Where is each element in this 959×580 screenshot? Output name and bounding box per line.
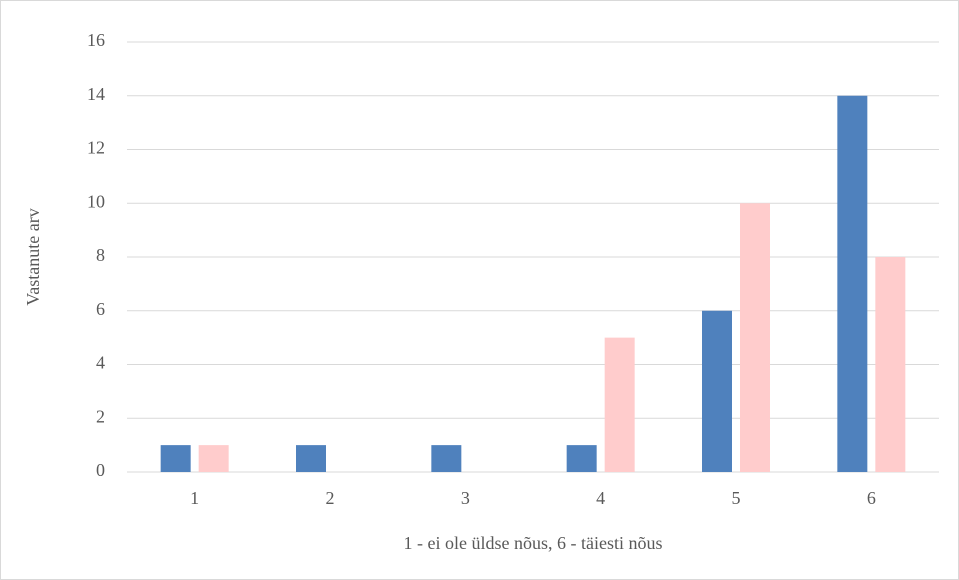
bar	[566, 445, 597, 472]
x-tick-label: 2	[326, 488, 335, 508]
y-tick-label: 10	[87, 191, 105, 211]
x-tick-label: 3	[461, 488, 470, 508]
y-tick-label: 2	[96, 406, 105, 426]
bar	[875, 257, 906, 472]
bar	[837, 95, 868, 472]
x-tick-label: 1	[190, 488, 199, 508]
bar	[431, 445, 462, 472]
y-tick-label: 0	[96, 460, 105, 480]
y-tick-label: 8	[96, 245, 105, 265]
x-tick-label: 4	[596, 488, 605, 508]
bar	[198, 445, 229, 472]
y-tick-label: 6	[96, 299, 105, 319]
y-tick-label: 14	[87, 84, 105, 104]
x-tick-label: 5	[732, 488, 741, 508]
bar	[702, 310, 732, 472]
y-tick-label: 12	[87, 138, 105, 158]
y-tick-label: 4	[96, 353, 105, 373]
x-axis-label: 1 - ei ole üldse nõus, 6 - täiesti nõus	[404, 533, 663, 553]
bar	[604, 337, 635, 472]
y-tick-label: 16	[87, 30, 105, 50]
bar	[740, 203, 770, 472]
bar	[160, 445, 191, 472]
bar	[296, 445, 326, 472]
x-tick-label: 6	[867, 488, 876, 508]
y-axis-label: Vastanute arv	[23, 208, 43, 305]
